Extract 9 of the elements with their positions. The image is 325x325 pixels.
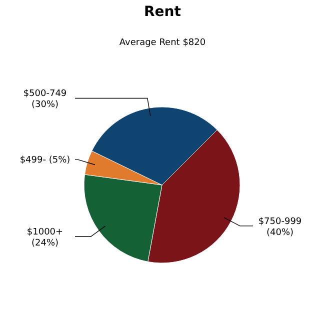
chart-title: Rent [144, 4, 182, 20]
slice-label: $1000+ [26, 228, 64, 238]
data-label: (40%) [266, 228, 294, 238]
slice-label: $750-999 [258, 216, 302, 227]
slice-label: $500-749 [23, 89, 67, 100]
chart-subtitle: Average Rent $820 [119, 38, 206, 48]
data-label: (30%) [31, 100, 59, 110]
data-label: (24%) [31, 238, 59, 249]
slice-label: $499- (5%) [20, 156, 70, 166]
